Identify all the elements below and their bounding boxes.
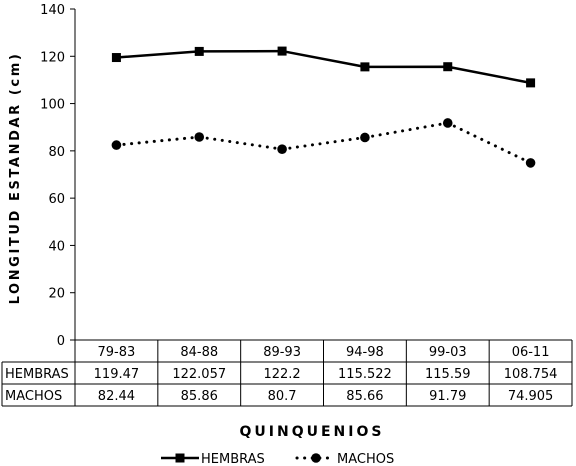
legend-marker bbox=[175, 453, 185, 463]
data-label: 115.59 bbox=[425, 367, 471, 382]
data-label: 91.79 bbox=[429, 389, 466, 404]
y-tick-label: 80 bbox=[48, 145, 65, 160]
y-tick-label: 0 bbox=[57, 334, 65, 349]
x-axis-label: QUINQUENIOS bbox=[240, 424, 385, 440]
y-tick-label: 100 bbox=[40, 98, 65, 113]
data-label: 122.057 bbox=[172, 367, 226, 382]
series-line-hembras bbox=[116, 49, 531, 85]
data-label: 82.44 bbox=[98, 389, 135, 404]
x-tick-label: 79-83 bbox=[98, 345, 136, 360]
table-row-header: HEMBRAS bbox=[5, 367, 69, 382]
y-tick-label: 40 bbox=[48, 239, 65, 254]
series-line-machos bbox=[114, 121, 533, 165]
data-label: 74.905 bbox=[508, 389, 554, 404]
x-tick-label: 89-93 bbox=[263, 345, 301, 360]
legend-label: HEMBRAS bbox=[201, 452, 265, 466]
y-axis-label: LONGITUD ESTANDAR (cm) bbox=[8, 52, 23, 305]
data-point bbox=[525, 158, 536, 168]
y-tick-label: 120 bbox=[40, 50, 65, 65]
data-label: 85.66 bbox=[346, 389, 383, 404]
data-point bbox=[111, 53, 121, 63]
data-point bbox=[526, 78, 536, 88]
y-tick-label: 60 bbox=[48, 192, 65, 207]
table-row-header: MACHOS bbox=[5, 389, 62, 404]
y-tick-label: 140 bbox=[40, 3, 65, 18]
data-point bbox=[443, 62, 453, 72]
data-point bbox=[277, 144, 287, 155]
data-point bbox=[194, 46, 204, 56]
data-label: 122.2 bbox=[263, 367, 300, 382]
legend-label: MACHOS bbox=[337, 452, 394, 466]
data-label: 85.86 bbox=[181, 389, 218, 404]
axis-layer: 0 20 40 60 80 100 120 140 bbox=[40, 3, 76, 349]
data-label: 115.522 bbox=[338, 367, 392, 382]
data-point bbox=[111, 140, 122, 150]
y-tick-label: 20 bbox=[48, 287, 65, 302]
data-point bbox=[442, 118, 453, 128]
legend-marker bbox=[311, 453, 321, 463]
x-tick-label: 94-98 bbox=[346, 345, 384, 360]
data-label: 108.754 bbox=[504, 367, 558, 382]
legend: HEMBRAS MACHOS bbox=[161, 452, 394, 466]
data-label: 119.47 bbox=[94, 367, 140, 382]
series-layer bbox=[111, 46, 536, 168]
data-label: 80.7 bbox=[268, 389, 297, 404]
data-point bbox=[360, 132, 370, 143]
x-tick-label: 99-03 bbox=[429, 345, 467, 360]
data-point bbox=[194, 132, 205, 142]
x-tick-label: 06-11 bbox=[512, 345, 550, 360]
data-point bbox=[277, 46, 287, 56]
x-tick-label: 84-88 bbox=[180, 345, 218, 360]
data-point bbox=[360, 62, 370, 72]
data-table: 79-83 84-88 89-93 94-98 99-03 06-11 HEMBRAS 119… bbox=[1, 339, 573, 407]
